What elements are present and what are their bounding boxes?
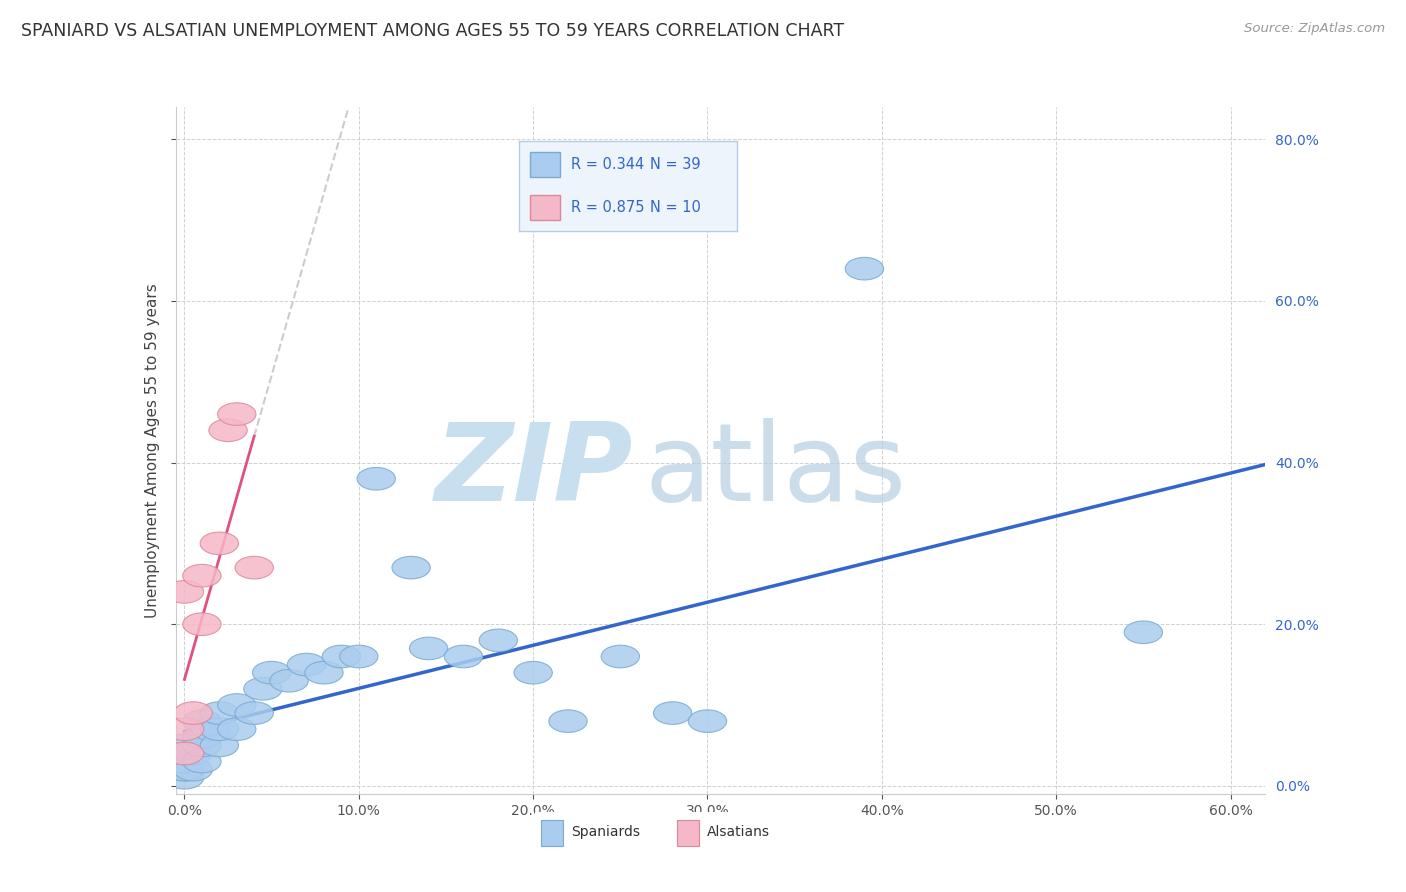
Ellipse shape (845, 257, 883, 280)
Ellipse shape (166, 750, 204, 772)
Ellipse shape (218, 403, 256, 425)
Text: Spaniards: Spaniards (571, 825, 640, 838)
Ellipse shape (1125, 621, 1163, 644)
Ellipse shape (200, 532, 239, 555)
Text: ZIP: ZIP (434, 418, 633, 524)
Text: Source: ZipAtlas.com: Source: ZipAtlas.com (1244, 22, 1385, 36)
Ellipse shape (166, 581, 204, 603)
Ellipse shape (209, 419, 247, 442)
Ellipse shape (253, 661, 291, 684)
Ellipse shape (183, 750, 221, 772)
Ellipse shape (270, 669, 308, 692)
Bar (530, 195, 561, 220)
Ellipse shape (357, 467, 395, 490)
Ellipse shape (166, 742, 204, 764)
Bar (530, 153, 561, 178)
Ellipse shape (166, 742, 204, 764)
Ellipse shape (183, 565, 221, 587)
Ellipse shape (243, 678, 283, 700)
Text: N = 10: N = 10 (650, 200, 700, 215)
Ellipse shape (166, 766, 204, 789)
Ellipse shape (515, 661, 553, 684)
Ellipse shape (654, 702, 692, 724)
Ellipse shape (200, 718, 239, 740)
Ellipse shape (166, 734, 204, 756)
Ellipse shape (200, 702, 239, 724)
Ellipse shape (392, 557, 430, 579)
Text: SPANIARD VS ALSATIAN UNEMPLOYMENT AMONG AGES 55 TO 59 YEARS CORRELATION CHART: SPANIARD VS ALSATIAN UNEMPLOYMENT AMONG … (21, 22, 844, 40)
Ellipse shape (305, 661, 343, 684)
Ellipse shape (183, 613, 221, 635)
Ellipse shape (235, 702, 273, 724)
Ellipse shape (689, 710, 727, 732)
Ellipse shape (322, 645, 360, 668)
Ellipse shape (183, 710, 221, 732)
Bar (678, 820, 699, 846)
Text: Alsatians: Alsatians (707, 825, 770, 838)
Ellipse shape (340, 645, 378, 668)
Ellipse shape (166, 718, 204, 740)
Text: N = 39: N = 39 (650, 157, 700, 172)
Ellipse shape (479, 629, 517, 652)
Ellipse shape (200, 734, 239, 756)
Ellipse shape (166, 758, 204, 781)
Ellipse shape (166, 750, 204, 772)
Y-axis label: Unemployment Among Ages 55 to 59 years: Unemployment Among Ages 55 to 59 years (145, 283, 160, 618)
Ellipse shape (174, 758, 212, 781)
Ellipse shape (548, 710, 588, 732)
Ellipse shape (191, 718, 229, 740)
Ellipse shape (409, 637, 447, 660)
Text: R = 0.875: R = 0.875 (571, 200, 645, 215)
Ellipse shape (166, 758, 204, 781)
Ellipse shape (444, 645, 482, 668)
Ellipse shape (235, 557, 273, 579)
Ellipse shape (183, 726, 221, 748)
Ellipse shape (602, 645, 640, 668)
Text: R = 0.344: R = 0.344 (571, 157, 644, 172)
Ellipse shape (174, 702, 212, 724)
Ellipse shape (174, 742, 212, 764)
Text: atlas: atlas (644, 418, 907, 524)
Ellipse shape (183, 734, 221, 756)
Bar (541, 820, 562, 846)
Ellipse shape (287, 653, 326, 676)
Ellipse shape (218, 718, 256, 740)
Ellipse shape (218, 694, 256, 716)
